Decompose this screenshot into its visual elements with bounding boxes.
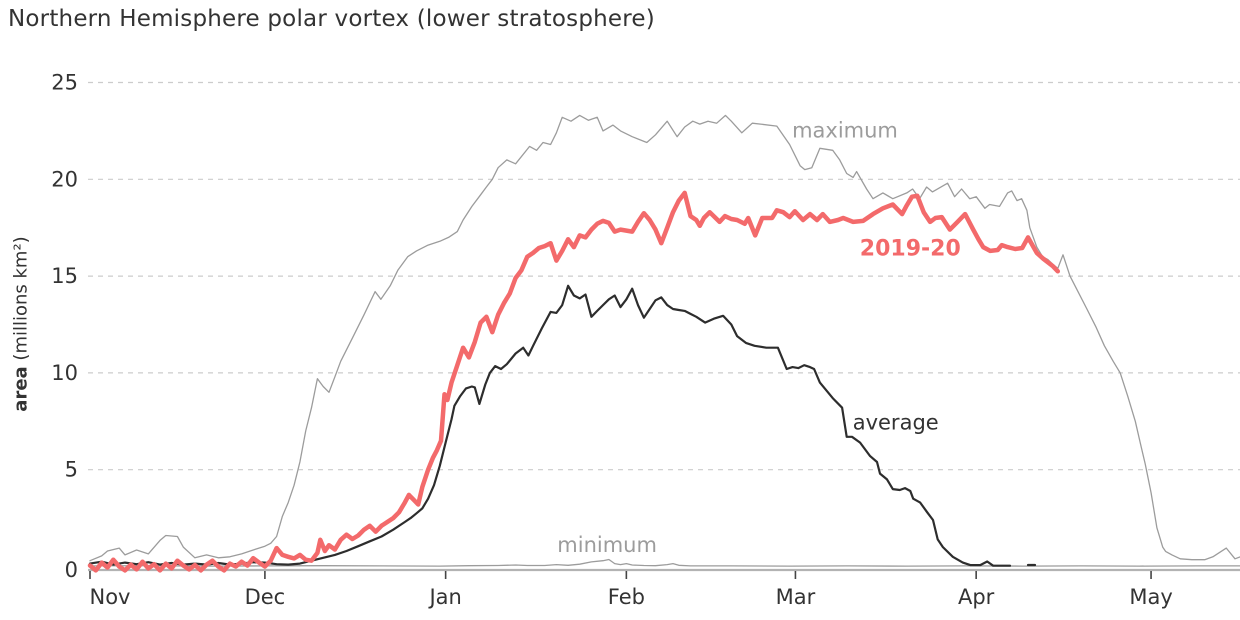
x-tick-label-may: May [1129, 585, 1172, 609]
y-tick-label-20: 20 [51, 167, 78, 191]
x-tick-label-feb: Feb [608, 585, 645, 609]
y-tick-label-25: 25 [51, 71, 78, 95]
series-line-minimum [89, 558, 1240, 567]
series-label-average: average [853, 411, 939, 435]
series-line-average [88, 284, 1012, 567]
y-tick-label-15: 15 [51, 264, 78, 288]
y-tick-label-5: 5 [65, 458, 78, 482]
series-line-2019-20 [87, 190, 1061, 573]
series-label-2019-20: 2019-20 [860, 237, 961, 262]
series-line-maximum [89, 114, 1240, 562]
y-tick-label-10: 10 [51, 361, 78, 385]
x-tick-label-apr: Apr [958, 585, 995, 609]
series-label-minimum: minimum [557, 533, 657, 557]
x-tick-label-jan: Jan [427, 585, 461, 609]
x-tick-label-nov: Nov [90, 585, 131, 609]
series-label-maximum: maximum [792, 118, 898, 142]
chart-title: Northern Hemisphere polar vortex (lower … [8, 6, 655, 32]
y-tick-label-0: 0 [65, 558, 78, 582]
x-tick-label-dec: Dec [245, 585, 286, 609]
x-tick-label-mar: Mar [776, 585, 816, 609]
